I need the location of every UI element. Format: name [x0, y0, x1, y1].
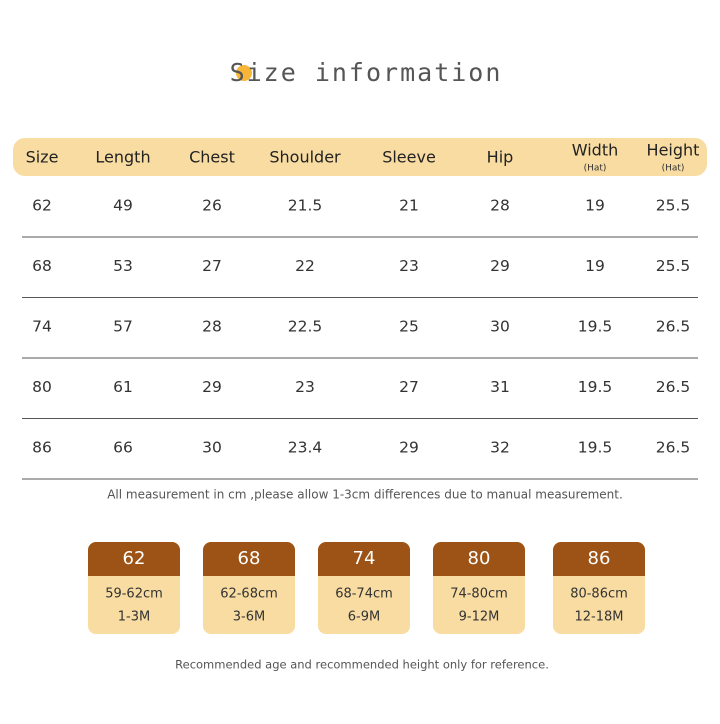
card-size: 80	[468, 548, 491, 569]
header-cell: Width	[572, 141, 618, 160]
cell: 29	[202, 378, 222, 396]
card-height: 62-68cm	[220, 587, 278, 602]
card-height: 59-62cm	[105, 587, 163, 602]
cell: 30	[202, 439, 222, 457]
header-cell: Chest	[189, 148, 235, 167]
cell: 86	[32, 439, 52, 457]
card-head	[88, 542, 180, 576]
cell: 28	[202, 318, 222, 336]
cell: 25	[399, 318, 419, 336]
card-size: 86	[588, 548, 611, 569]
header-cell: Size	[26, 148, 59, 167]
cell: 32	[490, 439, 510, 457]
card-size: 74	[353, 548, 376, 569]
cell: 22.5	[288, 318, 323, 336]
cell: 31	[490, 378, 510, 396]
cell: 23.4	[288, 439, 323, 457]
card-head	[203, 542, 295, 576]
cell: 19.5	[578, 318, 613, 336]
card-head	[433, 542, 525, 576]
note: All measurement in cm ,please allow 1-3c…	[107, 488, 623, 502]
cell: 19.5	[578, 378, 613, 396]
card-height: 68-74cm	[335, 587, 393, 602]
card-age: 6-9M	[348, 610, 380, 625]
cell: 80	[32, 378, 52, 396]
cell: 26.5	[656, 378, 691, 396]
title: Size information	[230, 58, 503, 87]
cell: 28	[490, 197, 510, 215]
cell: 19	[585, 257, 605, 275]
cell: 30	[490, 318, 510, 336]
cell: 25.5	[656, 257, 691, 275]
card-height: 74-80cm	[450, 587, 508, 602]
cell: 27	[202, 257, 222, 275]
header-cell: Height	[647, 141, 700, 160]
header-cell: Sleeve	[382, 148, 436, 167]
cell: 74	[32, 318, 52, 336]
cell: 19.5	[578, 439, 613, 457]
cards: 62 59-62cm 1-3M 68 62-68cm 3-6M 74 68-74cm 6-9M 8…	[88, 542, 645, 634]
cell: 57	[113, 318, 133, 336]
footer: Recommended age and recommended height o…	[175, 658, 549, 672]
cell: 23	[295, 378, 315, 396]
cell: 26.5	[656, 439, 691, 457]
card-age: 3-6M	[233, 610, 265, 625]
cell: 19	[585, 197, 605, 215]
cell: 29	[399, 439, 419, 457]
card-size: 62	[123, 548, 146, 569]
cell: 62	[32, 197, 52, 215]
cell: 29	[490, 257, 510, 275]
cell: 49	[113, 197, 133, 215]
cell: 66	[113, 439, 133, 457]
card-age: 1-3M	[118, 610, 150, 625]
cell: 26.5	[656, 318, 691, 336]
card-size: 68	[238, 548, 261, 569]
card-head	[318, 542, 410, 576]
table: Size Length Chest Shoulder Sleeve Hip Width (Ha…	[22, 141, 699, 480]
cell: 27	[399, 378, 419, 396]
header-sub: (Hat)	[662, 164, 685, 174]
card-age: 9-12M	[459, 610, 500, 625]
title-dot	[236, 65, 252, 81]
card-height: 80-86cm	[570, 587, 628, 602]
cell: 21.5	[288, 197, 323, 215]
card-age: 12-18M	[575, 610, 624, 625]
cell: 23	[399, 257, 419, 275]
header-cell: Length	[95, 148, 150, 167]
header-cell: Shoulder	[269, 148, 341, 167]
card-head	[553, 542, 645, 576]
cell: 68	[32, 257, 52, 275]
header-sub: (Hat)	[584, 164, 607, 174]
header-cell: Hip	[487, 148, 514, 167]
cell: 25.5	[656, 197, 691, 215]
cell: 53	[113, 257, 133, 275]
cell: 26	[202, 197, 222, 215]
cell: 22	[295, 257, 315, 275]
cell: 61	[113, 378, 133, 396]
header-bar	[13, 138, 707, 176]
cell: 21	[399, 197, 419, 215]
